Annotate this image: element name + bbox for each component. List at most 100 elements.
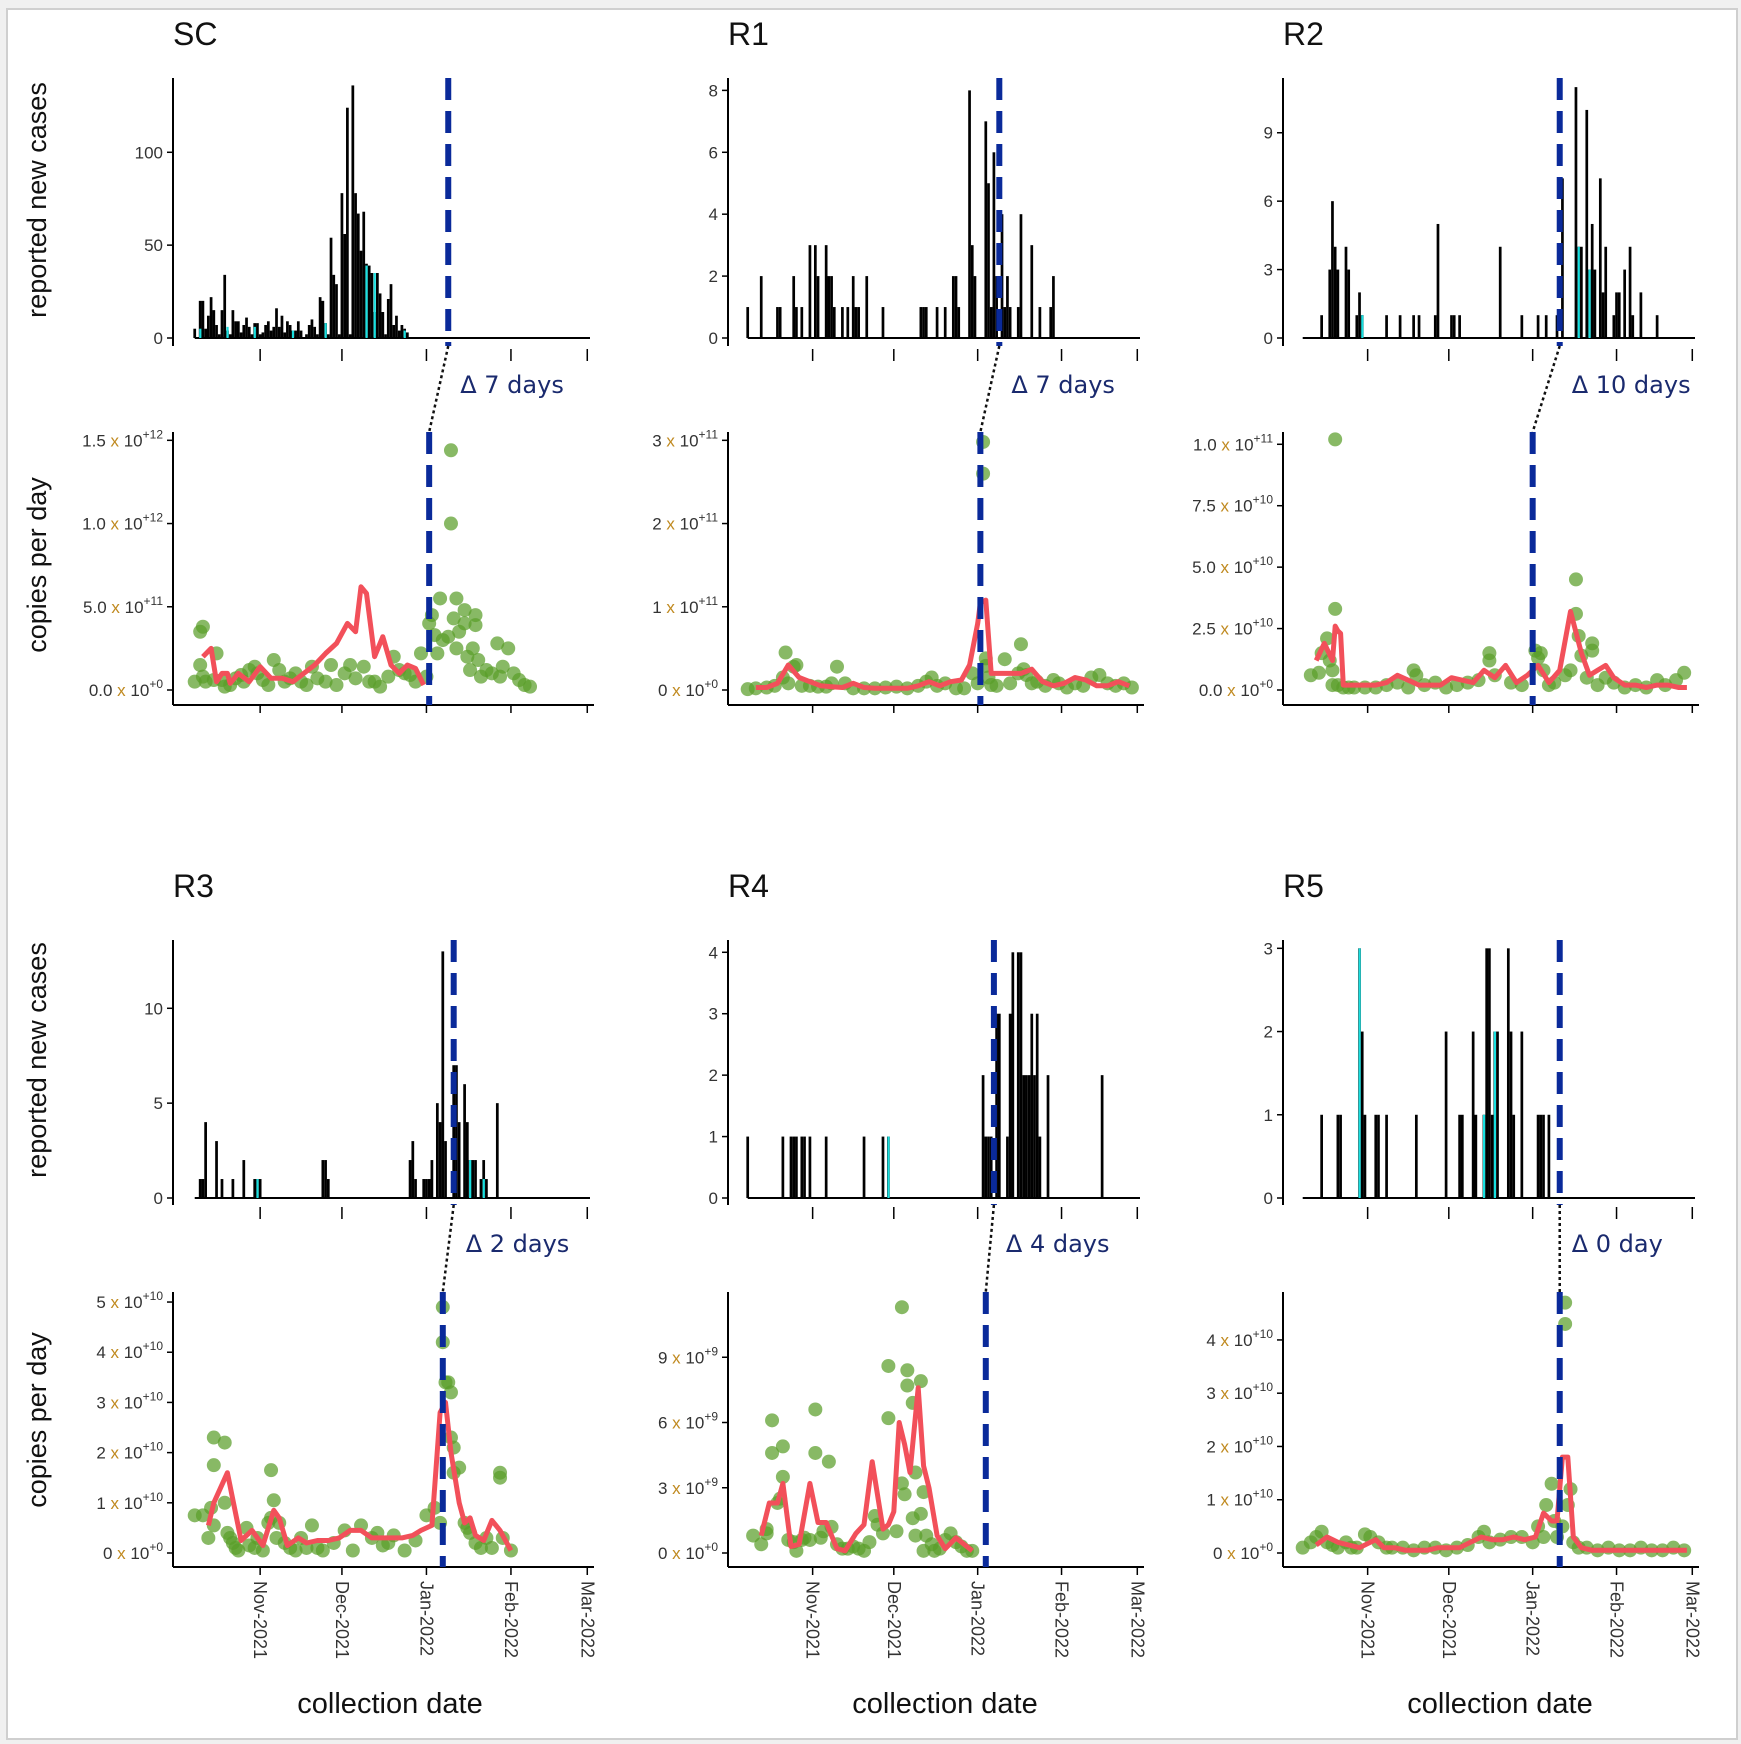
x-tick-label: Feb-2022 — [501, 1581, 521, 1658]
panel-title: R1 — [728, 16, 769, 52]
copies-point — [288, 1543, 303, 1558]
copies-point — [324, 658, 339, 673]
case-bar — [1019, 952, 1023, 1198]
x-tick-label: Dec-2021 — [332, 1581, 352, 1659]
case-bar — [384, 334, 387, 338]
case-bar — [397, 330, 401, 338]
case-bar — [247, 326, 251, 338]
case-bar — [1016, 952, 1020, 1198]
case-bar — [1598, 178, 1602, 338]
case-bar — [1046, 1075, 1050, 1198]
case-bar-highlight — [1588, 269, 1591, 338]
copies-point — [821, 1454, 836, 1469]
case-bar — [1414, 1114, 1418, 1198]
panel-r1: R1 0 2 4 6 8 Δ 7 days 0 x 10+0 1 x 10+11 2 x 10+1… — [652, 16, 1144, 713]
case-bar — [318, 297, 322, 338]
y-tick-label: 6 — [709, 143, 718, 162]
case-bar — [1022, 1075, 1026, 1198]
case-bar — [427, 1179, 431, 1198]
case-bar — [1100, 1075, 1104, 1198]
case-bar — [1333, 246, 1337, 338]
case-bar — [1030, 1013, 1034, 1198]
case-bar — [1604, 246, 1608, 338]
y-tick-label: 2 x 10+10 — [96, 1440, 163, 1463]
case-bar-highlight — [887, 1136, 890, 1198]
panel-title: R4 — [728, 868, 769, 904]
case-bar — [1030, 245, 1034, 338]
lag-label: Δ 2 days — [466, 1230, 570, 1258]
x-tick-label: Dec-2021 — [1439, 1581, 1459, 1659]
panel-title: R3 — [173, 868, 214, 904]
panel-r3: R3 0 5 10 Δ 2 days 0 x 10+0 1 x 10+10 2 x 10+10… — [96, 868, 597, 1659]
case-bar — [343, 234, 347, 338]
case-bar — [435, 1103, 439, 1198]
copies-point — [808, 1445, 823, 1460]
case-bar-highlight — [1361, 315, 1364, 338]
case-bar — [193, 328, 197, 338]
case-bar — [1490, 1114, 1494, 1198]
lag-label: Δ 10 days — [1572, 371, 1691, 399]
case-bar — [356, 213, 360, 338]
case-bar — [332, 274, 336, 338]
copies-point — [343, 658, 358, 673]
copies-point — [195, 619, 210, 634]
case-bar — [296, 321, 300, 338]
case-bar-highlight — [291, 330, 295, 338]
case-bar — [881, 1136, 885, 1198]
case-bar — [1580, 246, 1583, 338]
case-bar — [759, 276, 763, 338]
case-bar — [299, 330, 303, 338]
case-bar — [1052, 276, 1055, 338]
case-bar — [386, 299, 390, 338]
case-bar — [346, 107, 349, 338]
x-tick-label: Nov-2021 — [250, 1581, 270, 1659]
case-bar — [1601, 292, 1605, 338]
copies-point — [468, 618, 483, 633]
case-bar — [1450, 315, 1453, 338]
smoothed-trend-line — [755, 597, 1131, 691]
y-tick-label: 2 — [709, 267, 718, 286]
case-bar — [989, 307, 993, 338]
copies-point — [778, 645, 793, 660]
case-bar — [204, 328, 207, 338]
y-tick-label: 2 x 10+11 — [652, 511, 718, 534]
case-bar — [881, 307, 885, 338]
case-bar — [234, 321, 237, 338]
case-bar — [201, 300, 205, 338]
case-bar — [816, 276, 820, 338]
case-bar — [256, 323, 259, 338]
case-bar — [277, 326, 281, 338]
copies-point — [765, 1445, 780, 1460]
copies-point — [1311, 665, 1326, 680]
case-bar — [1544, 315, 1548, 338]
case-bar — [989, 1136, 993, 1198]
case-bar — [1011, 952, 1015, 1198]
y-tick-label: 0.0 x 10+0 — [1199, 677, 1274, 700]
case-bar — [919, 307, 923, 338]
case-bar — [984, 121, 988, 338]
case-bar — [367, 265, 371, 338]
case-bar — [1496, 1031, 1499, 1198]
copies-point — [413, 646, 428, 661]
y-tick-label: 4 x 10+10 — [96, 1339, 163, 1362]
copies-point — [484, 1540, 499, 1555]
case-bar — [329, 237, 333, 338]
case-bar — [1452, 315, 1456, 338]
case-bar — [362, 211, 366, 338]
case-bar — [1617, 292, 1621, 338]
copies-point — [465, 641, 480, 656]
y-tick-label: 3 x 10+10 — [1206, 1380, 1273, 1403]
case-bar — [995, 276, 998, 338]
case-bar — [1542, 1114, 1545, 1198]
copies-point — [468, 608, 483, 623]
case-bar — [414, 1179, 417, 1198]
copies-point — [206, 1430, 221, 1445]
copies-point — [808, 1402, 823, 1417]
case-bar — [250, 334, 254, 338]
y-tick-label: 2.5 x 10+10 — [1192, 616, 1273, 639]
lag-label: Δ 0 day — [1572, 1230, 1663, 1258]
copies-point — [1328, 601, 1343, 616]
case-bar — [348, 334, 352, 338]
x-tick-label: Mar-2022 — [1682, 1581, 1702, 1658]
